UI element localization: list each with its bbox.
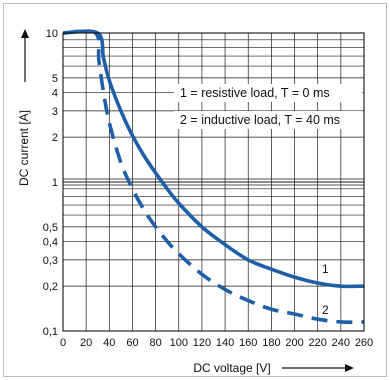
y-tick-label: 2 bbox=[52, 132, 58, 144]
x-tick-label: 60 bbox=[126, 337, 138, 349]
x-tick-label: 260 bbox=[355, 337, 373, 349]
curve-label-2: 2 bbox=[322, 303, 329, 317]
y-tick-label: 3 bbox=[52, 106, 58, 118]
series-line-inductive bbox=[62, 29, 365, 324]
legend: 1 = resistive load, T = 0 ms 2 = inducti… bbox=[174, 84, 362, 129]
y-axis-arrow-head bbox=[21, 29, 29, 38]
x-tick-label: 160 bbox=[239, 337, 257, 349]
y-axis-title: DC current [A] bbox=[17, 110, 31, 186]
y-tick-label: 0,1 bbox=[43, 326, 58, 338]
x-tick-label: 240 bbox=[332, 337, 350, 349]
legend-entry-resistive: 1 = resistive load, T = 0 ms bbox=[180, 86, 330, 100]
x-tick-label: 20 bbox=[80, 337, 92, 349]
x-axis-arrow-head bbox=[345, 364, 354, 372]
plot-border bbox=[62, 32, 365, 332]
x-tick-label: 40 bbox=[103, 337, 115, 349]
y-tick-label: 5 bbox=[52, 73, 58, 85]
y-tick-label: 0,5 bbox=[43, 222, 58, 234]
x-tick-label: 120 bbox=[193, 337, 211, 349]
legend-background-1 bbox=[174, 84, 362, 102]
x-tick-label: 200 bbox=[285, 337, 303, 349]
x-tick-label: 100 bbox=[170, 337, 188, 349]
curve-label-1: 1 bbox=[322, 262, 329, 276]
x-axis-title: DC voltage [V] bbox=[193, 361, 270, 375]
legend-background-2 bbox=[174, 111, 362, 129]
chart-frame bbox=[3, 3, 387, 377]
y-tick-label: 0,3 bbox=[43, 255, 58, 267]
axes: 0 20 40 60 80 100 120 140 160 180 200 220 240 260 0,1 0… bbox=[17, 28, 373, 375]
labels: 1 2 bbox=[322, 262, 329, 317]
x-tick-label: 220 bbox=[309, 337, 327, 349]
legend-entry-inductive: 2 = inductive load, T = 40 ms bbox=[180, 113, 340, 127]
x-tick-label: 140 bbox=[216, 337, 234, 349]
y-tick-label: 0,4 bbox=[43, 236, 58, 248]
x-tick-label: 0 bbox=[60, 337, 66, 349]
y-tick-label: 1 bbox=[52, 177, 58, 189]
series-line-resistive bbox=[62, 29, 365, 289]
y-tick-label: 4 bbox=[52, 87, 58, 99]
y-tick-label: 0,2 bbox=[43, 281, 58, 293]
series bbox=[62, 29, 365, 324]
x-tick-label: 180 bbox=[262, 337, 280, 349]
x-tick-label: 80 bbox=[149, 337, 161, 349]
y-tick-label: 10 bbox=[46, 28, 58, 40]
